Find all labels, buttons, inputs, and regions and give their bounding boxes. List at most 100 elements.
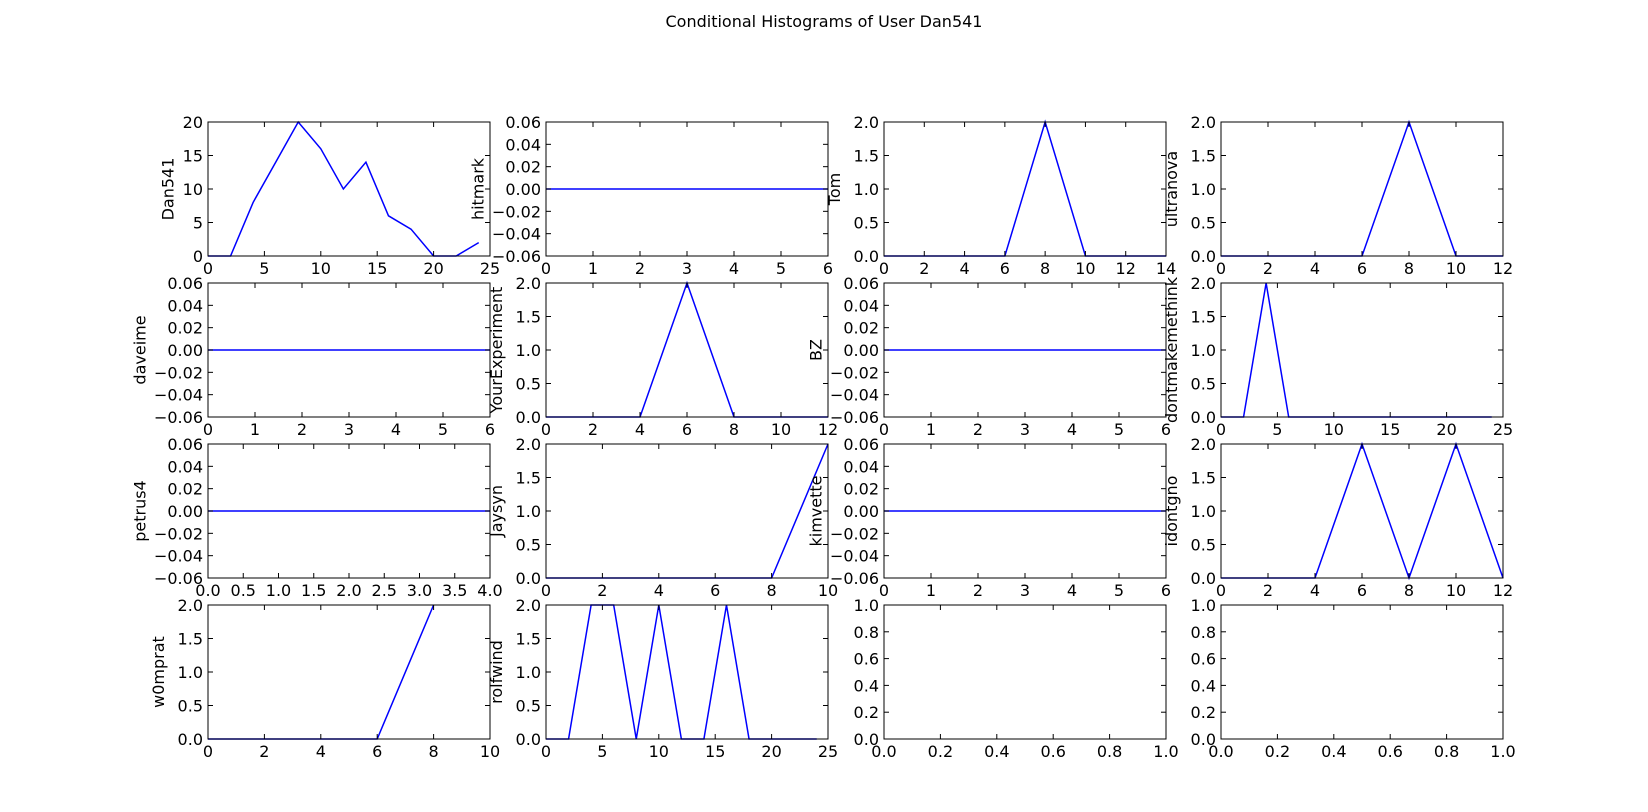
series-line	[208, 604, 435, 740]
x-tick-label: 0.0	[195, 581, 220, 600]
x-tick-label: 5	[1272, 420, 1282, 439]
x-tick-label: 2	[259, 742, 269, 761]
x-tick-label: 6	[1161, 581, 1171, 600]
y-tick-label: −0.06	[830, 408, 879, 427]
y-tick-label: 0.0	[516, 569, 541, 588]
x-tick-label: 3	[682, 259, 692, 278]
series-line	[1221, 282, 1492, 418]
y-tick-label: 0.5	[178, 697, 203, 716]
y-tick-label: 0.02	[505, 158, 541, 177]
x-tick-label: 1	[250, 420, 260, 439]
y-tick-label: 0.02	[167, 480, 203, 499]
y-axis-label: Dan541	[158, 158, 177, 221]
series-line	[546, 604, 817, 740]
y-tick-label: 0.0	[178, 730, 203, 749]
x-tick-label: 14	[1156, 259, 1176, 278]
y-tick-label: 0.6	[854, 650, 879, 669]
axes-frame	[1220, 121, 1504, 257]
x-tick-label: 6	[1000, 259, 1010, 278]
y-tick-label: 2.0	[1191, 435, 1216, 454]
y-tick-label: 1.0	[516, 663, 541, 682]
y-axis-label: rolfwind	[487, 640, 506, 704]
x-tick-label: 8	[729, 420, 739, 439]
y-tick-label: 0.8	[1191, 623, 1216, 642]
x-tick-label: 12	[1493, 581, 1513, 600]
x-tick-label: 2	[297, 420, 307, 439]
x-tick-label: 1.0	[1153, 742, 1178, 761]
y-tick-label: −0.02	[154, 363, 203, 382]
y-tick-label: 0.00	[505, 180, 541, 199]
subplot-13: 0 2 4 6 8 10 0.0 0.5 1.0 1.5 2.0 w0mprat	[149, 596, 500, 761]
x-tick-label: 2	[919, 259, 929, 278]
x-tick-label: 4	[959, 259, 969, 278]
series-line	[546, 443, 829, 579]
subplot-3: 0 2 4 6 8 10 12 14 0.0 0.5 1.0 1.5 2.0 Tom	[825, 113, 1176, 278]
x-tick-label: 4	[729, 259, 739, 278]
axes-frame	[207, 121, 491, 257]
y-tick-label: 2.0	[516, 596, 541, 615]
y-tick-label: 0.06	[167, 274, 203, 293]
x-tick-label: 0.6	[1377, 742, 1402, 761]
y-tick-label: 1.5	[1191, 308, 1216, 327]
x-tick-label: 6	[823, 259, 833, 278]
x-tick-label: 10	[818, 581, 838, 600]
y-tick-label: 0.0	[854, 730, 879, 749]
y-tick-label: 0.06	[843, 435, 879, 454]
x-tick-label: 12	[1116, 259, 1136, 278]
x-tick-label: 0	[1216, 259, 1226, 278]
x-tick-label: 10	[1446, 259, 1466, 278]
y-tick-label: 0.00	[167, 341, 203, 360]
x-tick-label: 5	[597, 742, 607, 761]
y-tick-label: 0.0	[1191, 408, 1216, 427]
x-tick-label: 4	[654, 581, 664, 600]
y-axis-label: hitmark	[469, 157, 488, 220]
y-tick-label: 1.0	[1191, 596, 1216, 615]
subplot-11: 0 1 2 3 4 5 6 −0.06 −0.04 −0.02 0.00 0.02 0.04 0.06 ki…	[807, 435, 1172, 600]
x-tick-label: 0	[541, 420, 551, 439]
x-tick-label: 10	[311, 259, 331, 278]
y-tick-label: 0.4	[854, 676, 879, 695]
y-tick-label: −0.06	[154, 569, 203, 588]
x-tick-label: 10	[1324, 420, 1344, 439]
axes-frame	[545, 282, 829, 418]
y-tick-label: 2.0	[516, 435, 541, 454]
y-axis-label: kimvette	[807, 476, 826, 547]
y-tick-label: 0	[193, 247, 203, 266]
x-tick-label: 0	[541, 581, 551, 600]
x-tick-label: 0	[541, 259, 551, 278]
y-tick-label: −0.02	[830, 363, 879, 382]
x-tick-label: 15	[1380, 420, 1400, 439]
x-tick-label: 2	[973, 420, 983, 439]
y-axis-label: idontgno	[1162, 476, 1181, 547]
y-tick-label: 0.04	[843, 296, 879, 315]
y-tick-label: 0.5	[1191, 375, 1216, 394]
y-tick-label: 0.02	[843, 480, 879, 499]
y-tick-label: 0.04	[167, 457, 203, 476]
y-tick-label: 1.5	[516, 308, 541, 327]
x-tick-label: 0	[1216, 581, 1226, 600]
y-tick-label: −0.02	[154, 524, 203, 543]
x-tick-label: 0.8	[1097, 742, 1122, 761]
x-tick-label: 3.0	[407, 581, 432, 600]
subplot-14: 0 5 10 15 20 25 0.0 0.5 1.0 1.5 2.0 rolfwind	[487, 596, 838, 761]
x-tick-label: 6	[710, 581, 720, 600]
y-tick-label: −0.06	[492, 247, 541, 266]
y-tick-label: 0.5	[1191, 214, 1216, 233]
axes-frame	[545, 443, 829, 579]
y-tick-label: 0.2	[1191, 703, 1216, 722]
x-tick-label: 8	[1040, 259, 1050, 278]
x-tick-label: 0.4	[984, 742, 1009, 761]
y-tick-label: 0.06	[505, 113, 541, 132]
subplot-5: 0 1 2 3 4 5 6 −0.06 −0.04 −0.02 0.00 0.02 0.04 0.06 da…	[131, 274, 496, 439]
series-line	[1221, 119, 1503, 257]
x-tick-label: 1	[588, 259, 598, 278]
y-tick-label: −0.04	[830, 386, 879, 405]
y-tick-label: 0.4	[1191, 676, 1216, 695]
y-tick-label: 0.02	[843, 319, 879, 338]
x-tick-label: 20	[423, 259, 443, 278]
y-tick-label: 15	[183, 147, 203, 166]
y-tick-label: 5	[193, 214, 203, 233]
y-tick-label: −0.02	[830, 524, 879, 543]
